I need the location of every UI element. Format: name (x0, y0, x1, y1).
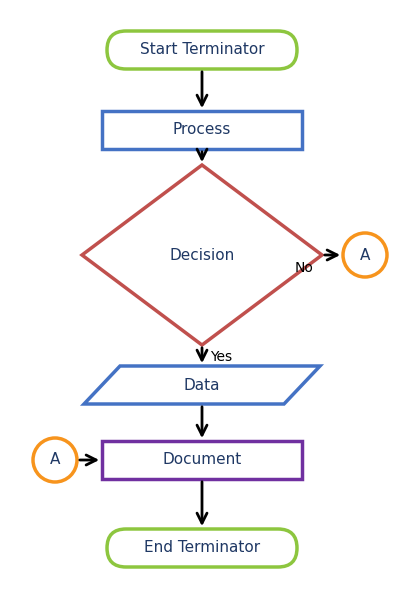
FancyBboxPatch shape (107, 529, 297, 567)
Text: Start Terminator: Start Terminator (140, 43, 264, 58)
Text: Document: Document (162, 453, 242, 468)
FancyBboxPatch shape (102, 441, 302, 479)
Text: Yes: Yes (210, 350, 232, 364)
Polygon shape (84, 366, 320, 404)
Text: Data: Data (184, 377, 220, 393)
Text: Decision: Decision (169, 247, 235, 262)
Text: A: A (50, 453, 60, 468)
FancyBboxPatch shape (107, 31, 297, 69)
Text: Process: Process (173, 122, 231, 137)
Polygon shape (82, 165, 322, 345)
Text: A: A (360, 247, 370, 262)
Text: End Terminator: End Terminator (144, 541, 260, 556)
Circle shape (343, 233, 387, 277)
FancyBboxPatch shape (102, 111, 302, 149)
Text: No: No (295, 261, 314, 275)
Circle shape (33, 438, 77, 482)
